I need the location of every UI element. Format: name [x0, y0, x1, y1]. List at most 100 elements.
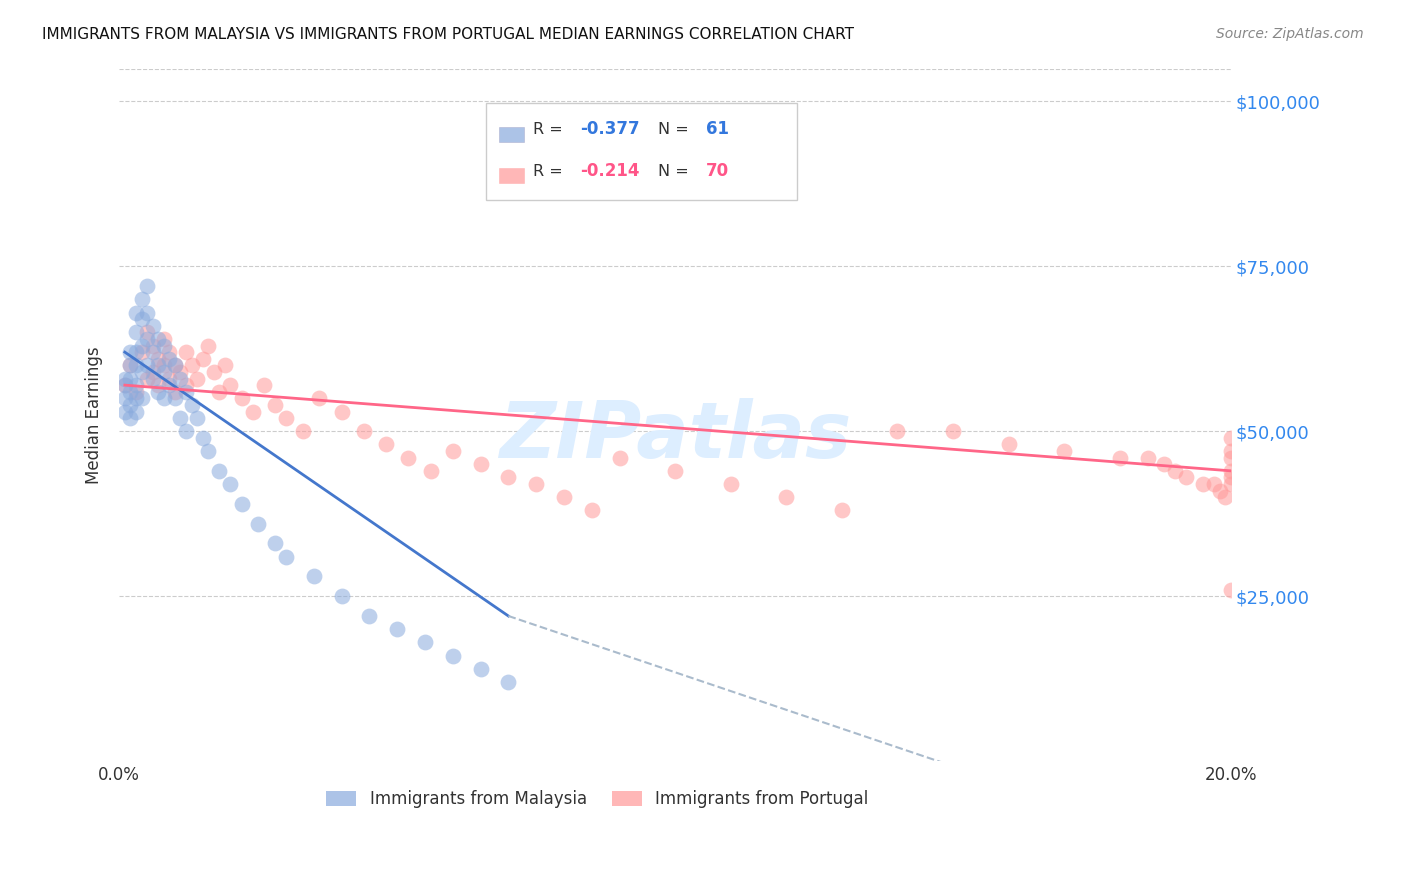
Point — [136, 326, 159, 340]
Point — [208, 384, 231, 399]
Point — [186, 371, 208, 385]
Point — [387, 622, 409, 636]
Point — [1175, 470, 1198, 484]
Point — [330, 589, 353, 603]
Point — [136, 305, 159, 319]
Point — [1204, 477, 1226, 491]
Point — [142, 345, 165, 359]
Point — [120, 411, 142, 425]
Point — [136, 359, 159, 373]
Point — [131, 392, 153, 406]
Point — [1215, 490, 1237, 504]
Point — [214, 359, 236, 373]
Point — [131, 312, 153, 326]
Point — [169, 411, 191, 425]
Point — [152, 332, 174, 346]
Text: R =: R = — [533, 163, 568, 178]
Text: N =: N = — [658, 122, 695, 137]
Point — [886, 425, 908, 439]
FancyBboxPatch shape — [499, 127, 524, 142]
Point — [1153, 457, 1175, 471]
Point — [396, 450, 419, 465]
Point — [1220, 444, 1243, 458]
Point — [720, 477, 742, 491]
Point — [498, 470, 520, 484]
Text: N =: N = — [658, 163, 695, 178]
Point — [186, 411, 208, 425]
Point — [169, 365, 191, 379]
Point — [375, 437, 398, 451]
Point — [131, 338, 153, 352]
Text: IMMIGRANTS FROM MALAYSIA VS IMMIGRANTS FROM PORTUGAL MEDIAN EARNINGS CORRELATION: IMMIGRANTS FROM MALAYSIA VS IMMIGRANTS F… — [42, 27, 855, 42]
FancyBboxPatch shape — [499, 169, 524, 184]
Point — [264, 398, 287, 412]
Text: -0.377: -0.377 — [581, 120, 640, 138]
Point — [163, 359, 186, 373]
Point — [302, 569, 325, 583]
Point — [1192, 477, 1215, 491]
Point — [1053, 444, 1076, 458]
Point — [359, 609, 381, 624]
Point — [152, 392, 174, 406]
Point — [142, 365, 165, 379]
Point — [114, 404, 136, 418]
Point — [242, 404, 264, 418]
Point — [997, 437, 1019, 451]
Point — [1220, 450, 1243, 465]
Point — [1220, 477, 1243, 491]
Point — [157, 351, 180, 366]
Point — [831, 503, 853, 517]
Point — [253, 378, 276, 392]
Point — [148, 351, 170, 366]
Point — [125, 378, 148, 392]
Point — [553, 490, 575, 504]
Point — [1164, 464, 1187, 478]
Point — [498, 674, 520, 689]
Point — [609, 450, 631, 465]
Point — [157, 345, 180, 359]
FancyBboxPatch shape — [486, 103, 797, 200]
Point — [274, 549, 297, 564]
Point — [131, 345, 153, 359]
Point — [120, 398, 142, 412]
Point — [174, 384, 197, 399]
Point — [470, 457, 492, 471]
Point — [419, 464, 441, 478]
Point — [169, 371, 191, 385]
Point — [125, 359, 148, 373]
Text: 61: 61 — [706, 120, 730, 138]
Point — [413, 635, 436, 649]
Point — [148, 378, 170, 392]
Point — [131, 293, 153, 307]
Point — [524, 477, 547, 491]
Point — [142, 371, 165, 385]
Point — [125, 384, 148, 399]
Point — [152, 338, 174, 352]
Point — [1220, 464, 1243, 478]
Point — [264, 536, 287, 550]
Point — [148, 359, 170, 373]
Point — [136, 279, 159, 293]
Point — [180, 359, 202, 373]
Point — [152, 365, 174, 379]
Point — [157, 371, 180, 385]
Point — [1220, 470, 1243, 484]
Point — [208, 464, 231, 478]
Text: ZIPatlas: ZIPatlas — [499, 398, 851, 474]
Point — [942, 425, 965, 439]
Point — [125, 345, 148, 359]
Point — [163, 384, 186, 399]
Y-axis label: Median Earnings: Median Earnings — [86, 346, 103, 483]
Point — [136, 332, 159, 346]
Point — [231, 392, 253, 406]
Point — [131, 365, 153, 379]
Point — [664, 464, 686, 478]
Point — [163, 359, 186, 373]
Point — [441, 648, 464, 663]
Text: R =: R = — [533, 122, 568, 137]
Text: 70: 70 — [706, 162, 730, 180]
Point — [470, 662, 492, 676]
Point — [136, 371, 159, 385]
Point — [353, 425, 375, 439]
Point — [197, 444, 219, 458]
